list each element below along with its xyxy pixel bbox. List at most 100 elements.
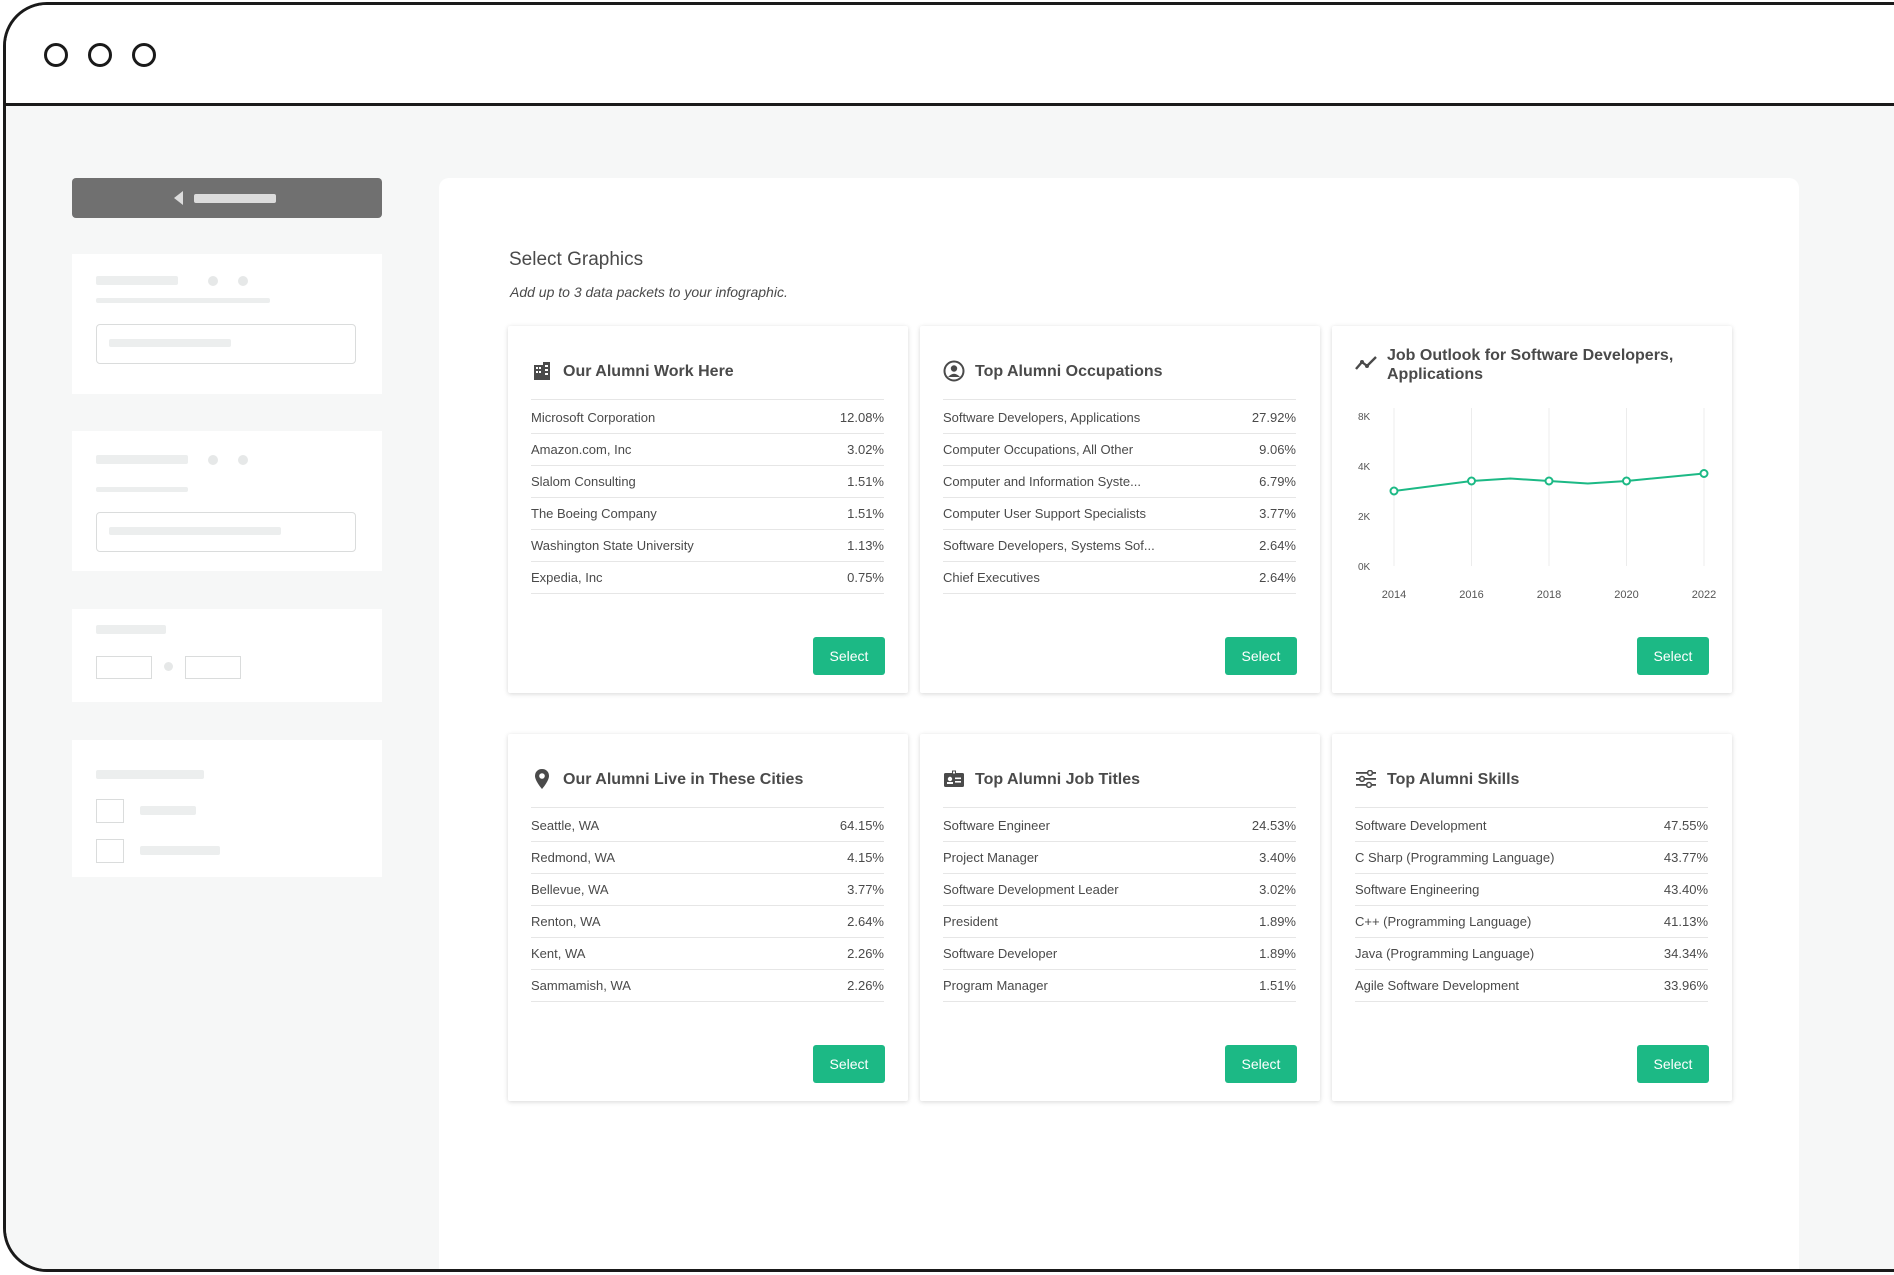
data-point bbox=[1699, 469, 1709, 478]
x-tick-label: 2016 bbox=[1459, 589, 1483, 601]
page-title: Select Graphics bbox=[509, 249, 644, 270]
item-label: Agile Software Development bbox=[1355, 978, 1520, 993]
back-arrow-icon bbox=[174, 191, 183, 205]
list-item: Seattle, WA 64.15% bbox=[531, 810, 884, 842]
item-label: C Sharp (Programming Language) bbox=[1355, 850, 1555, 865]
list-item: Project Manager 3.40% bbox=[943, 842, 1296, 874]
window-maximize-dot[interactable] bbox=[132, 43, 156, 67]
item-label: Project Manager bbox=[943, 850, 1039, 865]
item-value: 1.13% bbox=[847, 538, 884, 553]
list-item: Bellevue, WA 3.77% bbox=[531, 874, 884, 906]
item-value: 1.89% bbox=[1259, 914, 1296, 929]
id-badge-icon bbox=[943, 768, 965, 790]
x-tick-label: 2014 bbox=[1382, 589, 1406, 601]
window-close-dot[interactable] bbox=[44, 43, 68, 67]
skeleton-input bbox=[96, 324, 356, 364]
card-header: Top Alumni Skills bbox=[1355, 762, 1708, 796]
item-label: Expedia, Inc bbox=[531, 570, 603, 585]
item-label: The Boeing Company bbox=[531, 506, 657, 521]
item-value: 2.26% bbox=[847, 946, 884, 961]
item-label: Computer Occupations, All Other bbox=[943, 442, 1134, 457]
list-item: President 1.89% bbox=[943, 906, 1296, 938]
item-value: 1.51% bbox=[847, 506, 884, 521]
card-job-outlook: Job Outlook for Software Developers, App… bbox=[1332, 326, 1732, 693]
select-button[interactable]: Select bbox=[813, 1045, 885, 1083]
list-item: Software Engineer 24.53% bbox=[943, 810, 1296, 842]
list-item: Expedia, Inc 0.75% bbox=[531, 562, 884, 594]
person-circle-icon bbox=[943, 360, 965, 382]
data-list: Microsoft Corporation 12.08% Amazon.com, … bbox=[531, 402, 884, 594]
window-minimize-dot[interactable] bbox=[88, 43, 112, 67]
item-value: 3.02% bbox=[847, 442, 884, 457]
skeleton-input bbox=[96, 512, 356, 552]
item-value: 3.02% bbox=[1259, 882, 1296, 897]
list-item: Software Developers, Applications 27.92% bbox=[943, 402, 1296, 434]
sidebar-skeleton-card bbox=[72, 431, 382, 571]
item-label: Computer and Information Syste... bbox=[943, 474, 1141, 489]
card-alumni-skills: Top Alumni Skills Software Development 47… bbox=[1332, 734, 1732, 1101]
item-value: 27.92% bbox=[1251, 410, 1296, 425]
card-alumni-job-titles: Top Alumni Job Titles Software Engineer 2… bbox=[920, 734, 1320, 1101]
app-content: Select Graphics Add up to 3 data packets… bbox=[6, 106, 1894, 1269]
item-value: 2.64% bbox=[1259, 538, 1296, 553]
item-value: 2.26% bbox=[847, 978, 884, 993]
select-graphics-panel: Select Graphics Add up to 3 data packets… bbox=[439, 178, 1799, 1269]
item-value: 1.51% bbox=[847, 474, 884, 489]
item-label: Software Engineering bbox=[1355, 882, 1480, 897]
data-list: Software Engineer 24.53% Project Manager 3… bbox=[943, 810, 1296, 1002]
item-value: 41.13% bbox=[1663, 914, 1708, 929]
card-header: Top Alumni Occupations bbox=[943, 354, 1296, 388]
card-alumni-work: Our Alumni Work Here Microsoft Corporati… bbox=[508, 326, 908, 693]
item-value: 3.77% bbox=[847, 882, 884, 897]
item-value: 24.53% bbox=[1251, 818, 1296, 833]
item-value: 2.64% bbox=[1259, 570, 1296, 585]
list-item: Kent, WA 2.26% bbox=[531, 938, 884, 970]
card-header: Job Outlook for Software Developers, App… bbox=[1355, 346, 1708, 388]
item-label: C++ (Programming Language) bbox=[1355, 914, 1532, 929]
sidebar-skeleton-card bbox=[72, 740, 382, 877]
trend-line-icon bbox=[1355, 352, 1377, 374]
list-item: The Boeing Company 1.51% bbox=[531, 498, 884, 530]
item-label: Redmond, WA bbox=[531, 850, 616, 865]
back-label-placeholder bbox=[194, 194, 276, 203]
item-label: Java (Programming Language) bbox=[1355, 946, 1535, 961]
item-label: Chief Executives bbox=[943, 570, 1040, 585]
building-icon bbox=[531, 360, 553, 382]
card-title: Our Alumni Live in These Cities bbox=[563, 770, 804, 788]
card-title: Top Alumni Occupations bbox=[975, 362, 1163, 380]
list-item: Software Developer 1.89% bbox=[943, 938, 1296, 970]
item-value: 47.55% bbox=[1663, 818, 1708, 833]
item-value: 3.77% bbox=[1259, 506, 1296, 521]
list-item: Microsoft Corporation 12.08% bbox=[531, 402, 884, 434]
item-value: 4.15% bbox=[847, 850, 884, 865]
select-button[interactable]: Select bbox=[813, 637, 885, 675]
window-titlebar bbox=[6, 5, 1894, 106]
item-label: Software Engineer bbox=[943, 818, 1050, 833]
data-point bbox=[1622, 476, 1631, 486]
select-button[interactable]: Select bbox=[1637, 637, 1709, 675]
y-tick-label: 4K bbox=[1358, 462, 1371, 473]
item-label: Software Development Leader bbox=[943, 882, 1119, 897]
item-label: President bbox=[943, 914, 998, 929]
x-tick-label: 2022 bbox=[1692, 589, 1716, 601]
sidebar-skeleton-card bbox=[72, 609, 382, 702]
data-point bbox=[1389, 486, 1399, 496]
browser-window: Select Graphics Add up to 3 data packets… bbox=[3, 2, 1894, 1272]
item-label: Software Developer bbox=[943, 946, 1058, 961]
sliders-icon bbox=[1355, 768, 1377, 790]
select-button[interactable]: Select bbox=[1225, 637, 1297, 675]
data-list: Seattle, WA 64.15% Redmond, WA 4.15% Belle… bbox=[531, 810, 884, 1002]
select-button[interactable]: Select bbox=[1225, 1045, 1297, 1083]
y-tick-label: 0K bbox=[1358, 562, 1371, 573]
card-alumni-occupations: Top Alumni Occupations Software Develope… bbox=[920, 326, 1320, 693]
item-label: Washington State University bbox=[531, 538, 694, 553]
item-label: Computer User Support Specialists bbox=[943, 506, 1147, 521]
item-value: 9.06% bbox=[1259, 442, 1296, 457]
item-label: Bellevue, WA bbox=[531, 882, 609, 897]
card-header: Top Alumni Job Titles bbox=[943, 762, 1296, 796]
select-button[interactable]: Select bbox=[1637, 1045, 1709, 1083]
job-outlook-chart: 0K 2K 4K 8K 2014 2016 2018 2020 2022 bbox=[1358, 408, 1716, 601]
sidebar-skeleton-card bbox=[72, 254, 382, 394]
list-item: Slalom Consulting 1.51% bbox=[531, 466, 884, 498]
back-button[interactable] bbox=[72, 178, 382, 218]
